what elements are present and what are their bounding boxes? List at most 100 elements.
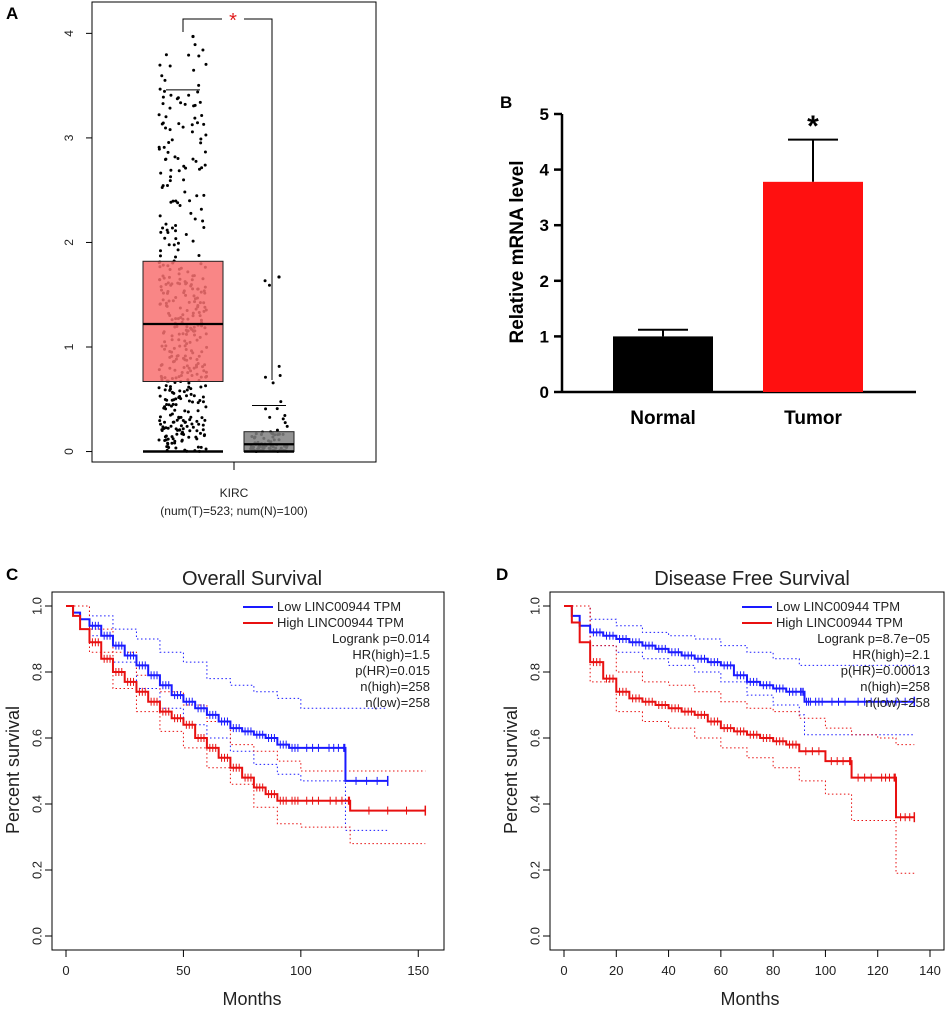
panel-a-data-point [179, 101, 183, 105]
panel-c-y-tick-label: 1.0 [29, 597, 44, 615]
panel-a-data-point [181, 427, 185, 431]
panel-a-data-point [159, 249, 163, 253]
panel-a-data-point [182, 390, 186, 394]
panel-d-axes: 0 20 40 60 80 100 120 140 0.0 0.2 0.4 0.6 0.8 1.0 [527, 597, 940, 978]
panel-a-data-point [168, 64, 172, 68]
panel-a-data-point [191, 239, 195, 243]
panel-a-data-point [199, 137, 203, 141]
panel-a-y-tick-label: 1 [62, 343, 76, 350]
panel-a-data-point [168, 128, 172, 132]
panel-a-data-point [157, 113, 161, 117]
panel-a-data-point [159, 230, 163, 234]
panel-c-curve-low [66, 605, 388, 782]
panel-a-data-point [158, 214, 162, 218]
panel-a-data-point [172, 243, 176, 247]
panel-a-data-point [202, 434, 206, 438]
panel-a-data-point [188, 199, 192, 203]
panel-a-data-point [263, 279, 267, 283]
panel-d-y-tick-label: 0.0 [527, 927, 542, 945]
panel-a-data-point [177, 395, 181, 399]
panel-a-data-point [175, 432, 179, 436]
panel-d-x-tick-label: 80 [766, 963, 780, 978]
panel-d-ci-upper-low [564, 605, 915, 666]
panel-c-x-tick-label: 50 [176, 963, 190, 978]
panel-a-data-point [174, 199, 178, 203]
panel-c-title: Overall Survival [182, 568, 322, 590]
panel-a-data-point [182, 178, 186, 182]
panel-a-data-point [174, 255, 178, 259]
panel-c-legend-stat: Logrank p=0.014 [332, 631, 430, 646]
panel-a-data-point [283, 421, 287, 425]
panel-c-y-axis-label: Percent survival [3, 706, 23, 834]
panel-d-legend-entry: Low LINC00944 TPM [776, 599, 900, 614]
panel-a-data-point [181, 125, 185, 129]
panel-c-survival-curves [66, 605, 427, 845]
panel-a-data-point [176, 157, 180, 161]
panel-a-data-point [264, 407, 268, 411]
panel-a-data-point [283, 413, 287, 417]
panel-c-ci-lower-low [66, 605, 388, 831]
panel-a-data-point [184, 166, 188, 170]
panel-d-survival-curves [564, 605, 916, 874]
panel-a-data-point [201, 428, 205, 432]
panel-a-data-point [174, 403, 178, 407]
panel-d-title: Disease Free Survival [654, 568, 850, 590]
panel-d-legend-stat: n(low)=258 [865, 695, 930, 710]
panel-a-data-point [182, 164, 186, 168]
panel-a-data-point [168, 413, 172, 417]
panel-letter-c: C [6, 565, 18, 584]
panel-a-data-point [176, 96, 180, 100]
panel-a-data-point [163, 158, 167, 162]
panel-a-data-point [160, 186, 164, 190]
panel-letter-d: D [496, 565, 508, 584]
panel-a-significance-bracket: * [182, 10, 273, 380]
panel-a-data-point [163, 388, 167, 392]
panel-a-data-point [189, 392, 193, 396]
panel-d-x-tick-label: 120 [867, 963, 889, 978]
panel-a-data-point [162, 145, 166, 149]
panel-a-data-point [167, 446, 171, 450]
panel-a-data-point [201, 395, 205, 399]
panel-a-box-tumor [142, 260, 224, 383]
panel-c-x-tick-label: 0 [62, 963, 69, 978]
panel-b-y-tick-label: 2 [540, 272, 549, 291]
panel-d-y-tick-label: 1.0 [527, 597, 542, 615]
panel-a-data-point [177, 169, 181, 173]
panel-a-data-point [174, 446, 178, 450]
panel-a-data-point [164, 434, 168, 438]
panel-c-y-tick-label: 0.6 [29, 729, 44, 747]
panel-a-data-point [188, 429, 192, 433]
panel-a-y-tick-label: 2 [62, 239, 76, 246]
panel-a-data-point [196, 409, 200, 413]
panel-a-data-point [192, 68, 196, 72]
panel-a-data-point [192, 394, 196, 398]
panel-a-data-point [193, 217, 197, 221]
panel-a-boxplot: 0 1 2 3 4 * KIRC (num(T)=523; num(N)=100) [62, 1, 377, 518]
panel-a-data-point [187, 93, 191, 97]
panel-a-data-point [201, 400, 205, 404]
panel-a-data-point [164, 53, 168, 57]
panel-a-data-point [202, 122, 206, 126]
panel-b-y-tick-label: 3 [540, 216, 549, 235]
panel-a-data-point [157, 438, 161, 442]
panel-b-y-tick-label: 1 [540, 327, 549, 346]
panel-a-data-point [198, 399, 202, 403]
panel-a-data-point [197, 83, 201, 87]
panel-a-data-point [190, 123, 194, 127]
panel-a-data-point [163, 78, 167, 82]
panel-a-data-point [204, 447, 208, 451]
panel-d-km-disease-free: Disease Free Survival Months Percent sur… [501, 568, 945, 1009]
panel-letter-b: B [500, 93, 512, 112]
panel-d-x-tick-label: 140 [919, 963, 941, 978]
panel-a-data-point [189, 211, 193, 215]
panel-a-data-point [191, 425, 195, 429]
panel-d-x-tick-label: 100 [815, 963, 837, 978]
panel-a-data-point [199, 141, 203, 145]
panel-a-data-point [278, 373, 282, 377]
panel-c-frame [51, 591, 445, 951]
panel-a-data-point [187, 381, 191, 385]
panel-a-data-point [199, 385, 203, 389]
